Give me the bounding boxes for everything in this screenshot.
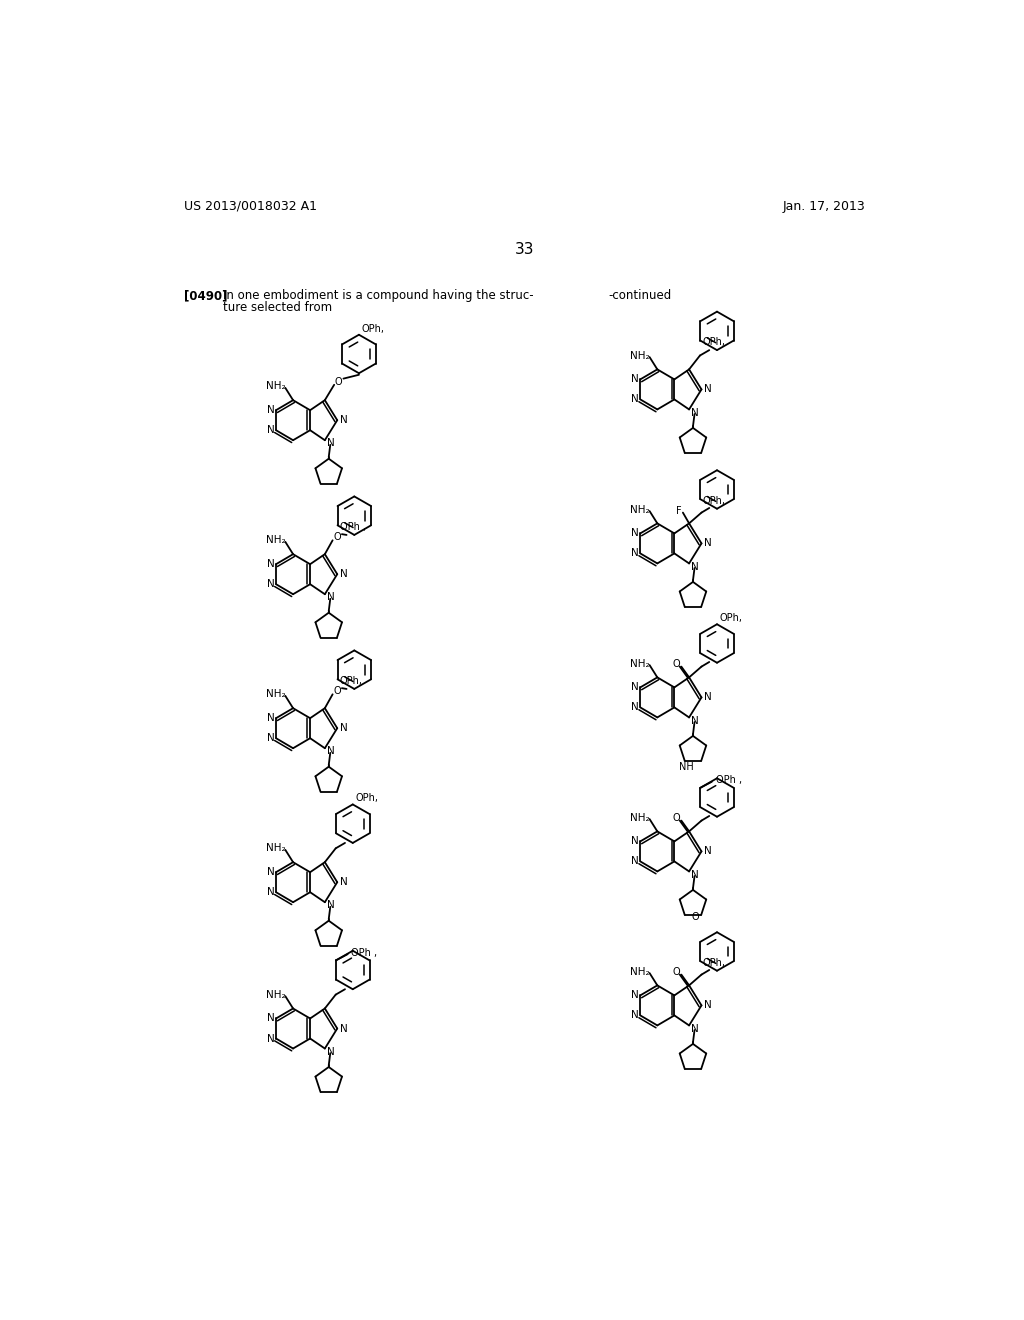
Text: N: N bbox=[340, 723, 347, 733]
Text: N: N bbox=[266, 560, 274, 569]
Text: NH₂: NH₂ bbox=[266, 381, 286, 391]
Text: OPh,: OPh, bbox=[340, 676, 362, 686]
Text: N: N bbox=[631, 395, 639, 404]
Text: NH₂: NH₂ bbox=[631, 351, 650, 360]
Text: N: N bbox=[631, 375, 639, 384]
Text: NH₂: NH₂ bbox=[631, 813, 650, 822]
Text: N: N bbox=[340, 1023, 347, 1034]
Text: OPh,: OPh, bbox=[361, 323, 384, 334]
Text: F: F bbox=[676, 506, 682, 516]
Text: NH₂: NH₂ bbox=[266, 536, 286, 545]
Text: N: N bbox=[266, 713, 274, 723]
Text: N: N bbox=[266, 405, 274, 416]
Text: NH₂: NH₂ bbox=[631, 966, 650, 977]
Text: N: N bbox=[631, 1010, 639, 1020]
Text: N: N bbox=[703, 846, 712, 857]
Text: N: N bbox=[691, 561, 699, 572]
Text: OPh ,: OPh , bbox=[351, 948, 378, 957]
Text: N: N bbox=[703, 1001, 712, 1010]
Text: N: N bbox=[631, 857, 639, 866]
Text: NH₂: NH₂ bbox=[266, 990, 286, 999]
Text: NH: NH bbox=[679, 762, 693, 772]
Text: NH₂: NH₂ bbox=[631, 659, 650, 668]
Text: O: O bbox=[673, 813, 681, 822]
Text: N: N bbox=[631, 528, 639, 539]
Text: NH₂: NH₂ bbox=[266, 843, 286, 853]
Text: N: N bbox=[631, 837, 639, 846]
Text: -continued: -continued bbox=[608, 289, 672, 302]
Text: OPh,: OPh, bbox=[355, 793, 378, 804]
Text: N: N bbox=[266, 867, 274, 878]
Text: Jan. 17, 2013: Jan. 17, 2013 bbox=[783, 199, 866, 213]
Text: N: N bbox=[266, 1034, 274, 1044]
Text: N: N bbox=[328, 438, 335, 449]
Text: 33: 33 bbox=[515, 242, 535, 257]
Text: OPh,: OPh, bbox=[702, 958, 726, 968]
Text: NH₂: NH₂ bbox=[266, 689, 286, 700]
Text: [0490]: [0490] bbox=[183, 289, 227, 302]
Text: N: N bbox=[631, 548, 639, 558]
Text: O: O bbox=[692, 912, 699, 923]
Text: ture selected from: ture selected from bbox=[222, 301, 332, 314]
Text: N: N bbox=[266, 733, 274, 743]
Text: O: O bbox=[334, 686, 341, 696]
Text: N: N bbox=[631, 990, 639, 1001]
Text: In one embodiment is a compound having the struc-: In one embodiment is a compound having t… bbox=[222, 289, 534, 302]
Text: N: N bbox=[328, 746, 335, 756]
Text: N: N bbox=[340, 878, 347, 887]
Text: NH₂: NH₂ bbox=[631, 504, 650, 515]
Text: OPh,: OPh, bbox=[702, 496, 726, 506]
Text: OPh ,: OPh , bbox=[716, 775, 741, 785]
Text: O: O bbox=[673, 659, 681, 668]
Text: N: N bbox=[328, 593, 335, 602]
Text: N: N bbox=[631, 682, 639, 693]
Text: N: N bbox=[266, 1014, 274, 1023]
Text: N: N bbox=[691, 870, 699, 879]
Text: O: O bbox=[334, 532, 341, 543]
Text: OPh,: OPh, bbox=[702, 337, 726, 347]
Text: N: N bbox=[266, 887, 274, 898]
Text: N: N bbox=[340, 569, 347, 579]
Text: O: O bbox=[335, 376, 343, 387]
Text: N: N bbox=[703, 539, 712, 548]
Text: N: N bbox=[340, 416, 347, 425]
Text: N: N bbox=[703, 693, 712, 702]
Text: N: N bbox=[691, 1023, 699, 1034]
Text: N: N bbox=[328, 900, 335, 911]
Text: N: N bbox=[328, 1047, 335, 1056]
Text: OPh,: OPh, bbox=[719, 612, 742, 623]
Text: N: N bbox=[266, 579, 274, 589]
Text: N: N bbox=[631, 702, 639, 713]
Text: N: N bbox=[691, 715, 699, 726]
Text: OPh ,: OPh , bbox=[340, 521, 366, 532]
Text: O: O bbox=[673, 966, 681, 977]
Text: US 2013/0018032 A1: US 2013/0018032 A1 bbox=[183, 199, 316, 213]
Text: N: N bbox=[691, 408, 699, 417]
Text: N: N bbox=[703, 384, 712, 395]
Text: N: N bbox=[266, 425, 274, 436]
